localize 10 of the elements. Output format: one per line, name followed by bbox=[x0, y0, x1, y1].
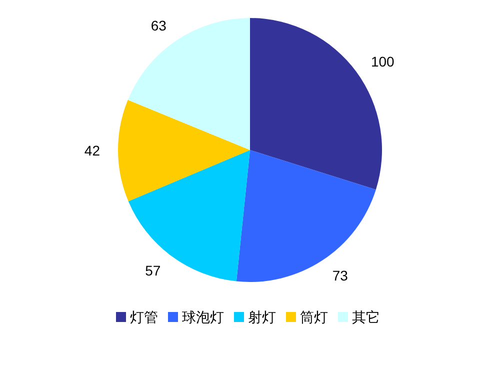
legend-label: 射灯 bbox=[248, 309, 276, 325]
legend-label: 球泡灯 bbox=[182, 309, 224, 325]
data-label: 73 bbox=[332, 267, 348, 284]
data-label: 42 bbox=[84, 142, 100, 159]
data-label: 63 bbox=[150, 17, 167, 34]
legend-label: 其它 bbox=[352, 309, 380, 325]
data-label: 57 bbox=[145, 262, 161, 279]
legend-label: 灯管 bbox=[130, 309, 158, 325]
legend-label: 筒灯 bbox=[300, 309, 328, 325]
data-label: 100 bbox=[370, 53, 395, 70]
